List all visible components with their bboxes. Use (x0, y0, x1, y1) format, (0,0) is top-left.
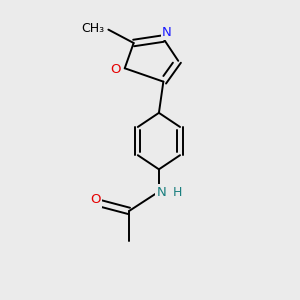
Text: N: N (156, 186, 166, 199)
Text: O: O (90, 194, 101, 206)
Text: CH₃: CH₃ (81, 22, 104, 34)
Text: H: H (172, 186, 182, 199)
Text: N: N (162, 26, 172, 38)
Text: O: O (111, 63, 121, 76)
